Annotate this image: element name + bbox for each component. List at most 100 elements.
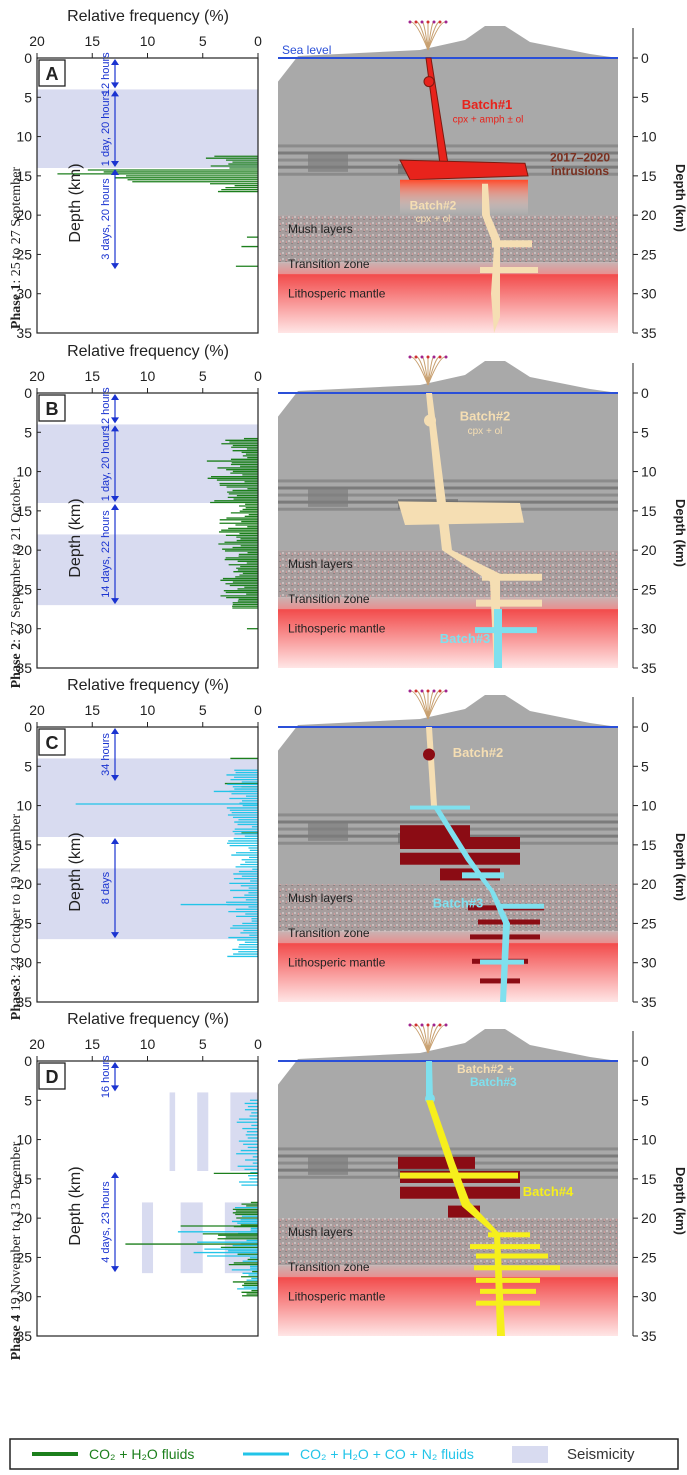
phase-dates: : 24 October to 19 November: [9, 813, 24, 978]
depth-tick-label: 30: [16, 955, 32, 971]
sill-batch4: [476, 1277, 540, 1283]
eruption-plume: [409, 1024, 429, 1054]
freq-tick-label: 20: [29, 33, 45, 49]
right-depth-tick-label: 10: [641, 129, 657, 145]
right-depth-tick-label: 25: [641, 581, 657, 597]
depth-tick-label: 10: [16, 1132, 32, 1148]
sill-band: [278, 486, 618, 490]
right-depth-tick-label: 35: [641, 325, 657, 341]
panel-letter: A: [46, 64, 59, 84]
sill-frozen: [398, 1156, 475, 1169]
interval-label: 4 days, 23 hours: [100, 1181, 112, 1263]
depth-tick-label: 25: [16, 246, 32, 262]
sill-batch4: [476, 1300, 540, 1306]
depth-tick-label: 5: [24, 1092, 32, 1108]
depth-tick-label: 10: [16, 464, 32, 480]
freq-axis-title: Relative frequency (%): [67, 1011, 229, 1028]
cross-section: Mush layers Transition zone Lithosperic ma…: [278, 1023, 618, 1336]
seismicity-band: [37, 758, 258, 837]
dyke-batch4: [426, 1100, 505, 1336]
mush-layer: [278, 884, 618, 932]
seismicity-band: [169, 1092, 176, 1171]
eruption-plume: [409, 21, 429, 51]
right-depth-tick-label: 35: [641, 660, 657, 676]
panel-letter: C: [46, 733, 59, 753]
batch-label: Batch#3: [433, 896, 484, 911]
interval-arrow-head: [111, 728, 119, 734]
panel-letter-box: [38, 1062, 66, 1090]
sill-band: [308, 1156, 348, 1175]
freq-tick-label: 5: [199, 33, 207, 49]
batch-label: Batch#2 +: [457, 1062, 514, 1076]
right-depth-tick-label: 25: [641, 1249, 657, 1265]
sill-frozen: [400, 852, 520, 865]
sill-batch4: [474, 1265, 560, 1271]
eruption-plume: [420, 355, 424, 359]
phase-name: Phase 4: [9, 1315, 24, 1361]
sill-band: [278, 158, 618, 162]
seismicity-band: [141, 1202, 154, 1274]
eruption-plume: [444, 689, 448, 693]
panel-letter: B: [46, 399, 59, 419]
sill-batch3: [480, 959, 524, 965]
right-depth-tick-label: 15: [641, 168, 657, 184]
eruption-plume: [426, 1023, 430, 1027]
depth-axis-title: Depth (km): [67, 1166, 84, 1245]
seismicity-band: [37, 534, 258, 606]
freq-tick-label: 15: [84, 33, 100, 49]
depth-tick-label: 35: [16, 325, 32, 341]
depth-tick-label: 15: [16, 503, 32, 519]
dyke-batch2: [426, 727, 437, 806]
right-depth-tick-label: 25: [641, 915, 657, 931]
eruption-plume: [426, 689, 430, 693]
sill-batch2: [492, 240, 532, 248]
interval-arrow-head: [111, 59, 119, 65]
panel-c: Relative frequency (%) 20 15 10 5 0 0 5 10 15 20 25…: [9, 677, 687, 1020]
plot-frame: [36, 726, 259, 1003]
depth-tick-label: 5: [24, 758, 32, 774]
right-depth-tick-label: 30: [641, 621, 657, 637]
freq-tick-label: 0: [254, 1036, 262, 1052]
right-depth-tick-label: 10: [641, 464, 657, 480]
right-depth-tick-label: 0: [641, 719, 649, 735]
mantle-layer: [278, 943, 618, 1002]
batch-label: Batch#1: [462, 97, 513, 112]
freq-axis-title: Relative frequency (%): [67, 8, 229, 25]
eruption-plume: [408, 355, 412, 359]
interval-arrow-head: [111, 838, 119, 844]
right-depth-axis-title: Depth (km): [673, 833, 687, 901]
interval-arrow-head: [111, 425, 119, 432]
sill-batch2: [398, 501, 524, 525]
mush-layer: [278, 215, 618, 263]
eruption-plume: [432, 1023, 436, 1027]
interval-arrow-head: [111, 1062, 119, 1068]
right-depth-axis-title: Depth (km): [673, 164, 687, 232]
transition-label: Transition zone: [288, 592, 370, 606]
eruption-plume: [414, 20, 418, 24]
eruption-plume: [444, 355, 448, 359]
sill-band: [308, 822, 348, 841]
seismicity-band: [180, 1202, 203, 1274]
depth-tick-label: 5: [24, 89, 32, 105]
phase-dates: : 25 to 27 September: [9, 167, 24, 284]
magma-chamber: [423, 748, 435, 761]
depth-tick-label: 30: [16, 1289, 32, 1305]
interval-arrow-head: [111, 1172, 119, 1178]
seismicity-band: [37, 89, 258, 168]
eruption-plume: [432, 355, 436, 359]
right-depth-tick-label: 25: [641, 246, 657, 262]
plot-frame: [36, 392, 259, 669]
freq-tick-label: 10: [140, 33, 156, 49]
depth-tick-label: 30: [16, 621, 32, 637]
right-depth-tick-label: 10: [641, 1132, 657, 1148]
sill-batch4: [470, 1244, 540, 1250]
freq-tick-label: 20: [29, 702, 45, 718]
plot-frame: [36, 57, 259, 334]
sill-batch4: [400, 1172, 518, 1179]
freq-tick-label: 0: [254, 33, 262, 49]
depth-tick-label: 0: [24, 50, 32, 66]
sill-batch3: [475, 627, 537, 634]
right-depth-tick-label: 15: [641, 837, 657, 853]
freq-tick-label: 0: [254, 368, 262, 384]
right-depth-tick-label: 20: [641, 207, 657, 223]
